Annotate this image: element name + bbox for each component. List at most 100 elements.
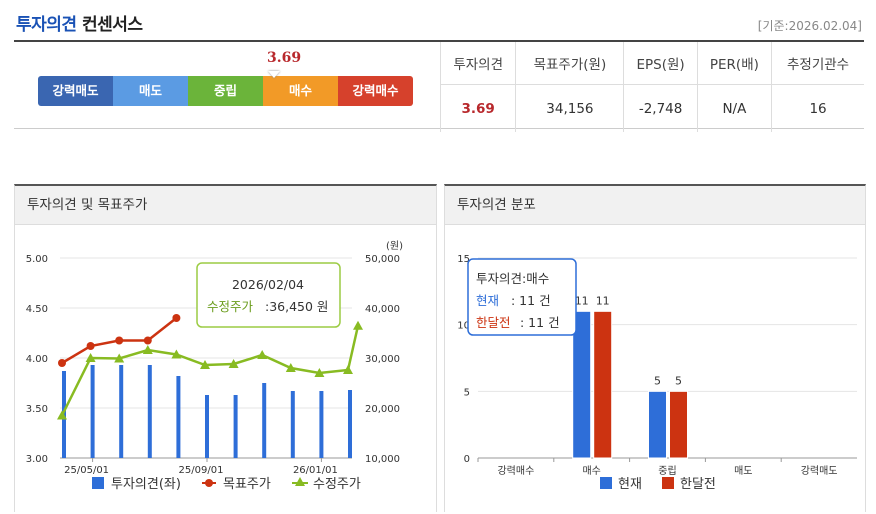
y-left-tick-label: 3.50 — [26, 404, 48, 415]
x-tick-label: 25/05/01 — [64, 465, 109, 476]
opinion-bar — [290, 391, 295, 458]
target-price-point — [58, 359, 66, 367]
adjusted-price-point — [353, 320, 363, 330]
opinion-scale: 강력매도 매도 중립 매수 강력매수 — [38, 76, 413, 106]
opinion-bar — [205, 395, 209, 458]
tooltip-current-label: 현재 — [476, 293, 499, 308]
legend-label: 목표주가 — [223, 477, 271, 492]
tooltip-box — [196, 262, 341, 328]
score-marker-icon — [268, 71, 280, 78]
adjusted-price-point — [257, 350, 268, 359]
consensus-score: 3.69 — [267, 50, 302, 66]
tooltip-title: 투자의견:매수 — [476, 271, 549, 286]
base-date: [기준:2026.02.04] — [757, 19, 862, 33]
y-left-tick-label: 4.00 — [26, 354, 48, 365]
opinion-bar — [319, 391, 324, 458]
scale-label: 강력매도 — [52, 83, 99, 98]
tooltip-label: 수정주가 — [207, 299, 254, 314]
target-price-point — [115, 336, 124, 345]
opinion-price-chart: 5.00 50,000 4.50 40,000 4.00 30,000 3.50 20,000… — [26, 240, 403, 492]
opinion-value: 3.69 — [439, 84, 516, 132]
adjusted-price-point — [171, 349, 182, 359]
adjusted-price-point — [228, 359, 239, 368]
target-price-point — [143, 336, 152, 345]
distribution-bar — [648, 390, 667, 459]
opinion-bar — [262, 383, 267, 458]
per-value: N/A — [696, 84, 772, 132]
scale-strong-buy: 강력매수 — [338, 76, 413, 106]
tooltip-prev-label: 한달전 — [476, 315, 511, 330]
header-divider — [14, 40, 864, 42]
opinion-price-panel: 투자의견 및 목표주가 5.00 50,000 4.50 40,000 4.00 30,0… — [14, 184, 437, 512]
adjusted-price-point — [142, 345, 153, 354]
opinion-bar — [176, 376, 181, 458]
legend-swatch — [205, 479, 213, 487]
col-header: EPS(원) — [623, 42, 698, 85]
y-left-tick-label: 5.00 — [26, 254, 48, 265]
eps-value: -2,748 — [623, 84, 698, 132]
adjusted-price-point — [314, 368, 325, 377]
scale-strong-sell: 강력매도 — [38, 76, 113, 106]
x-tick-label: 강력매도 — [801, 465, 838, 477]
opinion-bar — [90, 365, 95, 458]
x-tick-label: 강력매수 — [497, 465, 534, 477]
tooltip-box — [467, 258, 577, 336]
distribution-bar — [593, 310, 613, 459]
bar-data-label: 5 — [654, 374, 661, 387]
legend-swatch — [600, 477, 612, 489]
x-tick-label: 매도 — [734, 465, 752, 477]
adjusted-price-point — [85, 353, 96, 362]
scale-label: 중립 — [213, 83, 237, 98]
y-right-tick-label: 30,000 — [365, 354, 400, 365]
bar-data-label: 11 — [575, 294, 589, 307]
scale-label: 매도 — [138, 83, 162, 98]
y-right-tick-label: 20,000 — [365, 404, 400, 415]
scale-label: 매수 — [288, 83, 312, 98]
tooltip-value: :36,450 원 — [265, 299, 328, 314]
x-tick-label: 25/09/01 — [179, 465, 224, 476]
y-tick-label: 5 — [464, 387, 470, 398]
x-tick-label: 매수 — [582, 465, 600, 477]
consensus-box — [14, 42, 864, 129]
y-left-tick-label: 4.50 — [26, 304, 48, 315]
legend-label: 한달전 — [680, 477, 716, 492]
opinion-distribution-panel: 투자의견 분포 15 10 5 0 강력매수 매수 11 11 중립 5 5 매도 강력매도 투자의견:매… — [444, 184, 866, 512]
target-price-point — [172, 314, 181, 322]
adjusted-price-line — [60, 325, 360, 417]
y-left-tick-label: 3.00 — [26, 454, 48, 465]
panel-title: 투자의견 분포 — [445, 186, 865, 225]
x-tick-label: 중립 — [658, 464, 676, 477]
title-rest: 컨센서스 — [81, 15, 143, 35]
y-right-tick-label: 40,000 — [365, 304, 400, 315]
opinion-bar — [119, 365, 124, 458]
legend-swatch — [662, 477, 674, 489]
y-right-tick-label: 50,000 — [365, 254, 400, 265]
col-header: PER(배) — [696, 42, 772, 85]
scale-label: 강력매수 — [352, 83, 399, 98]
opinion-bar — [233, 395, 238, 458]
adjusted-price-point — [285, 363, 296, 372]
title-highlight: 투자의견 — [16, 15, 77, 35]
y-tick-label: 15 — [457, 254, 470, 265]
y-tick-label: 0 — [464, 454, 470, 465]
scale-buy: 매수 — [263, 76, 338, 106]
tooltip-current-value: : 11 건 — [511, 293, 551, 308]
scale-neutral: 중립 — [188, 76, 263, 106]
target-price-value: 34,156 — [515, 84, 624, 132]
adjusted-price-point — [57, 410, 67, 420]
opinion-bar — [348, 390, 352, 458]
target-price-point — [86, 342, 95, 350]
adjusted-price-point — [343, 365, 353, 374]
col-header: 추정기관수 — [771, 42, 864, 85]
y-tick-label: 10 — [457, 321, 470, 332]
institution-count-value: 16 — [771, 84, 864, 132]
adjusted-price-point — [114, 353, 125, 363]
legend-label: 수정주가 — [313, 477, 361, 492]
col-header: 목표주가(원) — [515, 42, 624, 85]
table-header-row: 투자의견 목표주가(원) EPS(원) PER(배) 추정기관수 — [439, 42, 864, 85]
bar-data-label: 11 — [596, 294, 610, 307]
legend-swatch — [295, 477, 305, 486]
col-header: 투자의견 — [439, 42, 516, 85]
tooltip-prev-value: : 11 건 — [520, 315, 560, 330]
